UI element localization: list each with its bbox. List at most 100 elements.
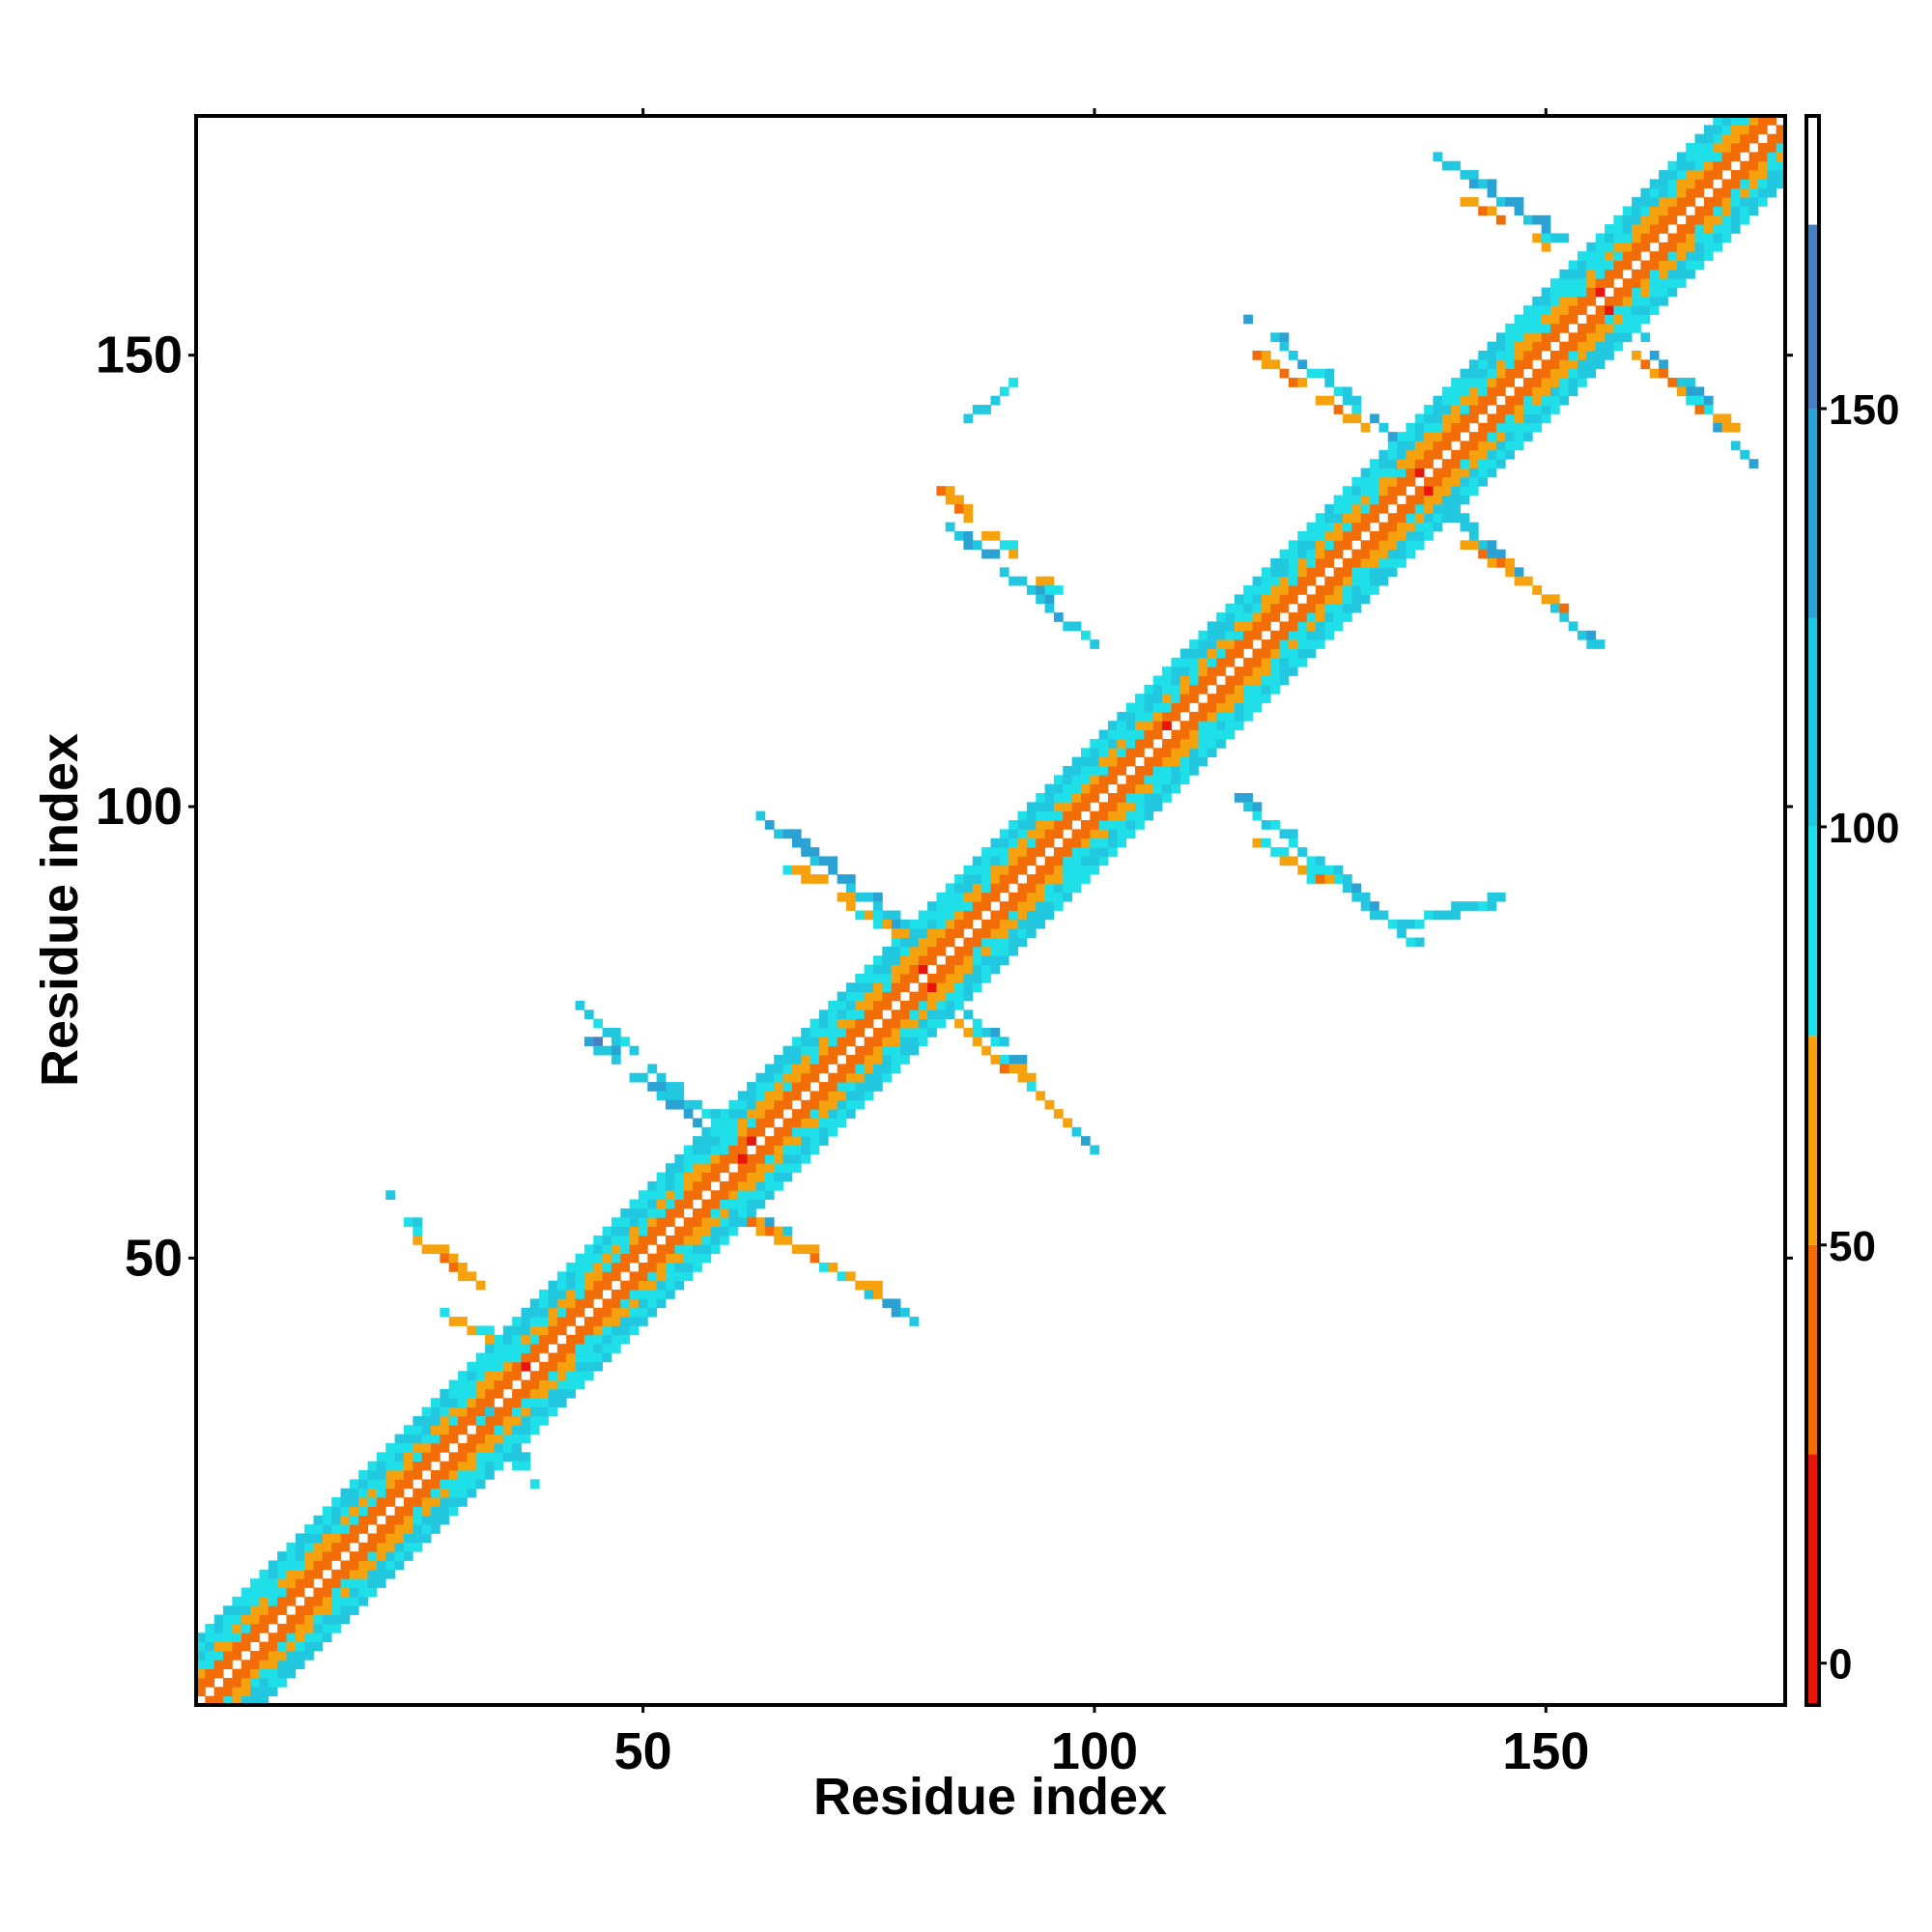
heatmap-cell bbox=[1378, 449, 1389, 460]
heatmap-cell bbox=[223, 1695, 233, 1706]
heatmap-cell bbox=[1125, 721, 1136, 730]
heatmap-cell bbox=[1009, 829, 1018, 839]
heatmap-cell bbox=[1279, 630, 1290, 640]
heatmap-cell bbox=[431, 1497, 440, 1507]
heatmap-cell bbox=[1776, 160, 1786, 171]
heatmap-cell bbox=[1090, 639, 1100, 649]
heatmap-cell bbox=[1108, 847, 1118, 857]
heatmap-cell bbox=[972, 540, 982, 551]
heatmap-cell bbox=[1243, 657, 1253, 668]
heatmap-cell bbox=[1351, 567, 1362, 578]
heatmap-cell bbox=[259, 1660, 270, 1670]
heatmap-cell bbox=[1315, 513, 1325, 523]
heatmap-cell bbox=[583, 1361, 594, 1372]
heatmap-cell bbox=[1198, 657, 1208, 668]
heatmap-cell bbox=[791, 1055, 802, 1065]
heatmap-cell bbox=[872, 1064, 883, 1074]
heatmap-cell bbox=[837, 991, 847, 1002]
heatmap-cell bbox=[972, 928, 982, 938]
heatmap-cell bbox=[693, 1099, 702, 1110]
heatmap-cell bbox=[1703, 170, 1714, 180]
heatmap-cell bbox=[1559, 278, 1570, 288]
heatmap-cell bbox=[1532, 332, 1543, 343]
heatmap-cell bbox=[1713, 152, 1722, 162]
heatmap-cell bbox=[322, 1506, 332, 1517]
heatmap-cell bbox=[1613, 287, 1624, 298]
heatmap-cell bbox=[376, 1461, 386, 1471]
heatmap-cell bbox=[782, 1126, 793, 1137]
heatmap-cell bbox=[1306, 612, 1317, 622]
heatmap-cell bbox=[232, 1668, 242, 1679]
heatmap-cell bbox=[774, 829, 783, 839]
heatmap-cell bbox=[999, 540, 1009, 551]
heatmap-cell bbox=[647, 1199, 658, 1209]
heatmap-cell bbox=[1640, 278, 1651, 288]
heatmap-cell bbox=[737, 1190, 748, 1200]
heatmap-cell bbox=[250, 1695, 260, 1706]
heatmap-cell bbox=[1514, 351, 1524, 360]
heatmap-cell bbox=[755, 1109, 766, 1119]
heatmap-cell bbox=[1297, 567, 1308, 578]
heatmap-cell bbox=[1009, 937, 1018, 948]
heatmap-cell bbox=[710, 1163, 721, 1173]
heatmap-cell bbox=[1387, 449, 1398, 460]
heatmap-cell bbox=[1216, 684, 1226, 695]
heatmap-cell bbox=[1080, 756, 1091, 767]
heatmap-cell bbox=[259, 1578, 270, 1588]
heatmap-cell bbox=[1324, 368, 1335, 379]
heatmap-cell bbox=[376, 1524, 386, 1534]
heatmap-cell bbox=[502, 1406, 513, 1417]
heatmap-cell bbox=[313, 1560, 324, 1571]
heatmap-cell bbox=[1694, 143, 1705, 153]
heatmap-cell bbox=[1532, 233, 1543, 243]
heatmap-cell bbox=[1216, 639, 1226, 649]
heatmap-cell bbox=[1667, 278, 1678, 288]
heatmap-cell bbox=[1098, 856, 1109, 867]
heatmap-cell bbox=[891, 973, 901, 983]
heatmap-cell bbox=[349, 1506, 359, 1517]
heatmap-cell bbox=[1144, 802, 1154, 812]
heatmap-cell bbox=[1261, 639, 1271, 649]
heatmap-cell bbox=[1125, 702, 1136, 713]
heatmap-cell bbox=[458, 1497, 468, 1507]
heatmap-cell bbox=[1306, 368, 1317, 379]
heatmap-cell bbox=[512, 1425, 522, 1435]
heatmap-cell bbox=[1090, 847, 1100, 857]
heatmap-cell bbox=[1559, 386, 1570, 397]
heatmap-cell bbox=[683, 1180, 694, 1191]
heatmap-cell bbox=[566, 1290, 576, 1299]
heatmap-cell bbox=[1387, 476, 1398, 487]
heatmap-cell bbox=[1541, 314, 1551, 325]
heatmap-cell bbox=[728, 1208, 739, 1218]
heatmap-cell bbox=[358, 1515, 368, 1525]
heatmap-cell bbox=[205, 1677, 215, 1688]
heatmap-cell bbox=[1306, 540, 1317, 551]
heatmap-cell bbox=[1595, 278, 1605, 288]
heatmap-cell bbox=[720, 1226, 729, 1236]
heatmap-cell bbox=[548, 1406, 558, 1417]
heatmap-cell bbox=[1721, 179, 1732, 189]
heatmap-cell bbox=[403, 1479, 413, 1490]
heatmap-cell bbox=[1009, 946, 1018, 956]
heatmap-cell bbox=[1036, 874, 1045, 884]
heatmap-cell bbox=[1053, 810, 1064, 821]
heatmap-cell bbox=[1360, 901, 1371, 911]
heatmap-cell bbox=[1451, 503, 1461, 514]
heatmap-cell bbox=[683, 1172, 694, 1182]
heatmap-cell bbox=[1740, 133, 1750, 144]
heatmap-cell bbox=[927, 982, 937, 993]
heatmap-cell bbox=[818, 1028, 829, 1037]
heatmap-cell bbox=[1036, 883, 1045, 894]
heatmap-cell bbox=[1387, 549, 1398, 559]
heatmap-cell bbox=[1451, 449, 1461, 460]
heatmap-cell bbox=[1397, 459, 1406, 469]
heatmap-cell bbox=[936, 964, 947, 975]
heatmap-cell bbox=[1063, 820, 1073, 830]
colorbar-band bbox=[1806, 826, 1819, 1037]
heatmap-cell bbox=[728, 1180, 739, 1191]
heatmap-cell bbox=[683, 1190, 694, 1200]
heatmap-cell bbox=[1053, 820, 1064, 830]
heatmap-cell bbox=[1703, 143, 1714, 153]
heatmap-cell bbox=[1514, 368, 1524, 379]
